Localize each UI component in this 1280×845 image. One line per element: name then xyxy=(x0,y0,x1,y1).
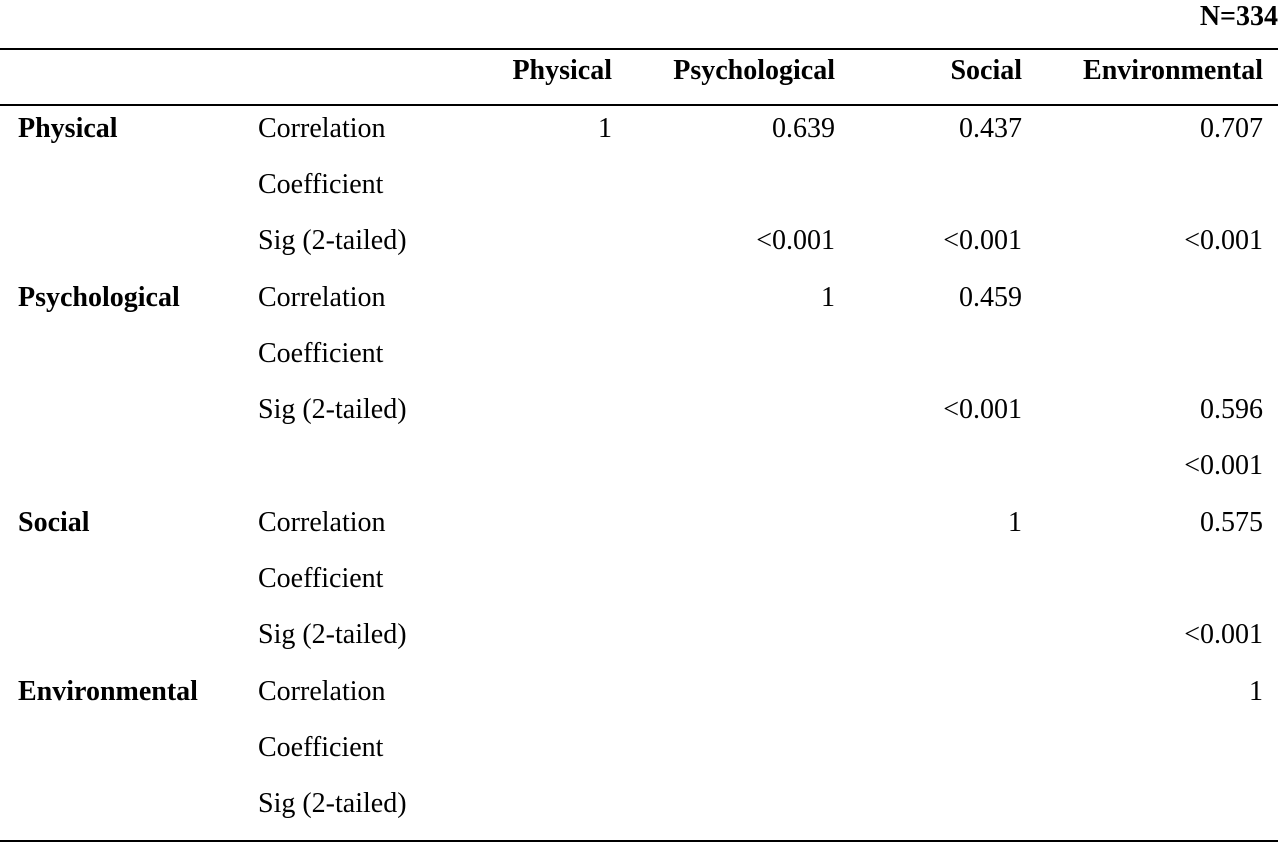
stat-sig: Sig (2-tailed) xyxy=(258,225,407,256)
cell-psychological-psychological-corr: 1 xyxy=(821,282,835,313)
row-label-environmental: Environmental xyxy=(18,676,198,707)
stat-sig: Sig (2-tailed) xyxy=(258,788,407,819)
cell-psychological-environmental-sig: <0.001 xyxy=(1184,450,1263,481)
cell-psychological-social-corr: 0.459 xyxy=(959,282,1022,313)
table-header-rule xyxy=(0,104,1278,106)
cell-physical-physical-corr: 1 xyxy=(598,113,612,144)
stat-sig: Sig (2-tailed) xyxy=(258,394,407,425)
stat-correlation: Correlation xyxy=(258,676,386,707)
header-physical: Physical xyxy=(512,55,612,86)
header-social: Social xyxy=(950,55,1022,86)
cell-physical-environmental-corr: 0.707 xyxy=(1200,113,1263,144)
row-label-physical: Physical xyxy=(18,113,118,144)
stat-correlation: Correlation xyxy=(258,113,386,144)
row-label-psychological: Psychological xyxy=(18,282,180,313)
cell-physical-psychological-sig: <0.001 xyxy=(756,225,835,256)
table-top-rule xyxy=(0,48,1278,50)
stat-coefficient: Coefficient xyxy=(258,563,384,594)
cell-physical-social-sig: <0.001 xyxy=(943,225,1022,256)
stat-coefficient: Coefficient xyxy=(258,169,384,200)
cell-physical-psychological-corr: 0.639 xyxy=(772,113,835,144)
header-environmental: Environmental xyxy=(1083,55,1263,86)
cell-social-environmental-corr: 0.575 xyxy=(1200,507,1263,538)
cell-psychological-environmental-value: 0.596 xyxy=(1200,394,1263,425)
stat-coefficient: Coefficient xyxy=(258,338,384,369)
stat-correlation: Correlation xyxy=(258,507,386,538)
stat-sig: Sig (2-tailed) xyxy=(258,619,407,650)
stat-coefficient: Coefficient xyxy=(258,732,384,763)
cell-social-environmental-sig: <0.001 xyxy=(1184,619,1263,650)
header-psychological: Psychological xyxy=(673,55,835,86)
sample-size-label: N=334 xyxy=(1199,1,1278,32)
cell-physical-social-corr: 0.437 xyxy=(959,113,1022,144)
table-bottom-rule xyxy=(0,840,1278,842)
cell-psychological-social-sig: <0.001 xyxy=(943,394,1022,425)
row-label-social: Social xyxy=(18,507,90,538)
cell-environmental-environmental-corr: 1 xyxy=(1249,676,1263,707)
cell-social-social-corr: 1 xyxy=(1008,507,1022,538)
stat-correlation: Correlation xyxy=(258,282,386,313)
cell-physical-environmental-sig: <0.001 xyxy=(1184,225,1263,256)
